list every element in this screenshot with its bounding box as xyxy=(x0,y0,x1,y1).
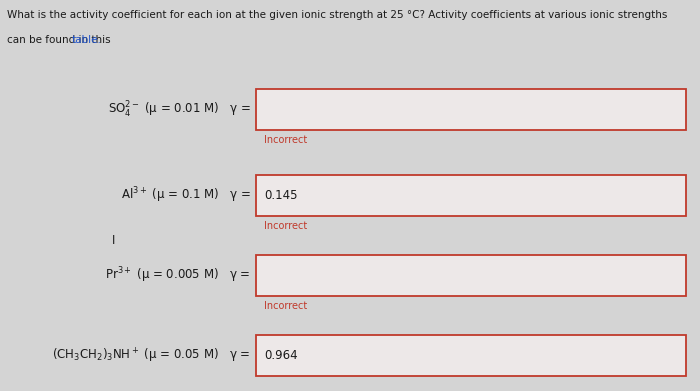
Text: SO$_4^{2-}$ (μ = 0.01 M)   γ =: SO$_4^{2-}$ (μ = 0.01 M) γ = xyxy=(108,99,251,120)
FancyBboxPatch shape xyxy=(256,335,686,376)
FancyBboxPatch shape xyxy=(256,175,686,216)
Text: What is the activity coefficient for each ion at the given ionic strength at 25 : What is the activity coefficient for eac… xyxy=(7,10,667,20)
Text: Incorrect: Incorrect xyxy=(264,301,307,311)
Text: (CH$_3$CH$_2$)$_3$NH$^+$ (μ = 0.05 M)   γ =: (CH$_3$CH$_2$)$_3$NH$^+$ (μ = 0.05 M) γ … xyxy=(52,347,251,365)
Text: Incorrect: Incorrect xyxy=(264,135,307,145)
Text: Incorrect: Incorrect xyxy=(264,221,307,231)
Text: 0.145: 0.145 xyxy=(264,189,298,202)
Text: I: I xyxy=(112,234,116,247)
FancyBboxPatch shape xyxy=(256,89,686,130)
Text: 0.964: 0.964 xyxy=(264,349,298,362)
Text: table.: table. xyxy=(72,35,102,45)
Text: Pr$^{3+}$ (μ = 0.005 M)   γ =: Pr$^{3+}$ (μ = 0.005 M) γ = xyxy=(105,266,251,285)
FancyBboxPatch shape xyxy=(256,255,686,296)
Text: can be found in this: can be found in this xyxy=(7,35,114,45)
Text: Al$^{3+}$ (μ = 0.1 M)   γ =: Al$^{3+}$ (μ = 0.1 M) γ = xyxy=(120,186,251,205)
